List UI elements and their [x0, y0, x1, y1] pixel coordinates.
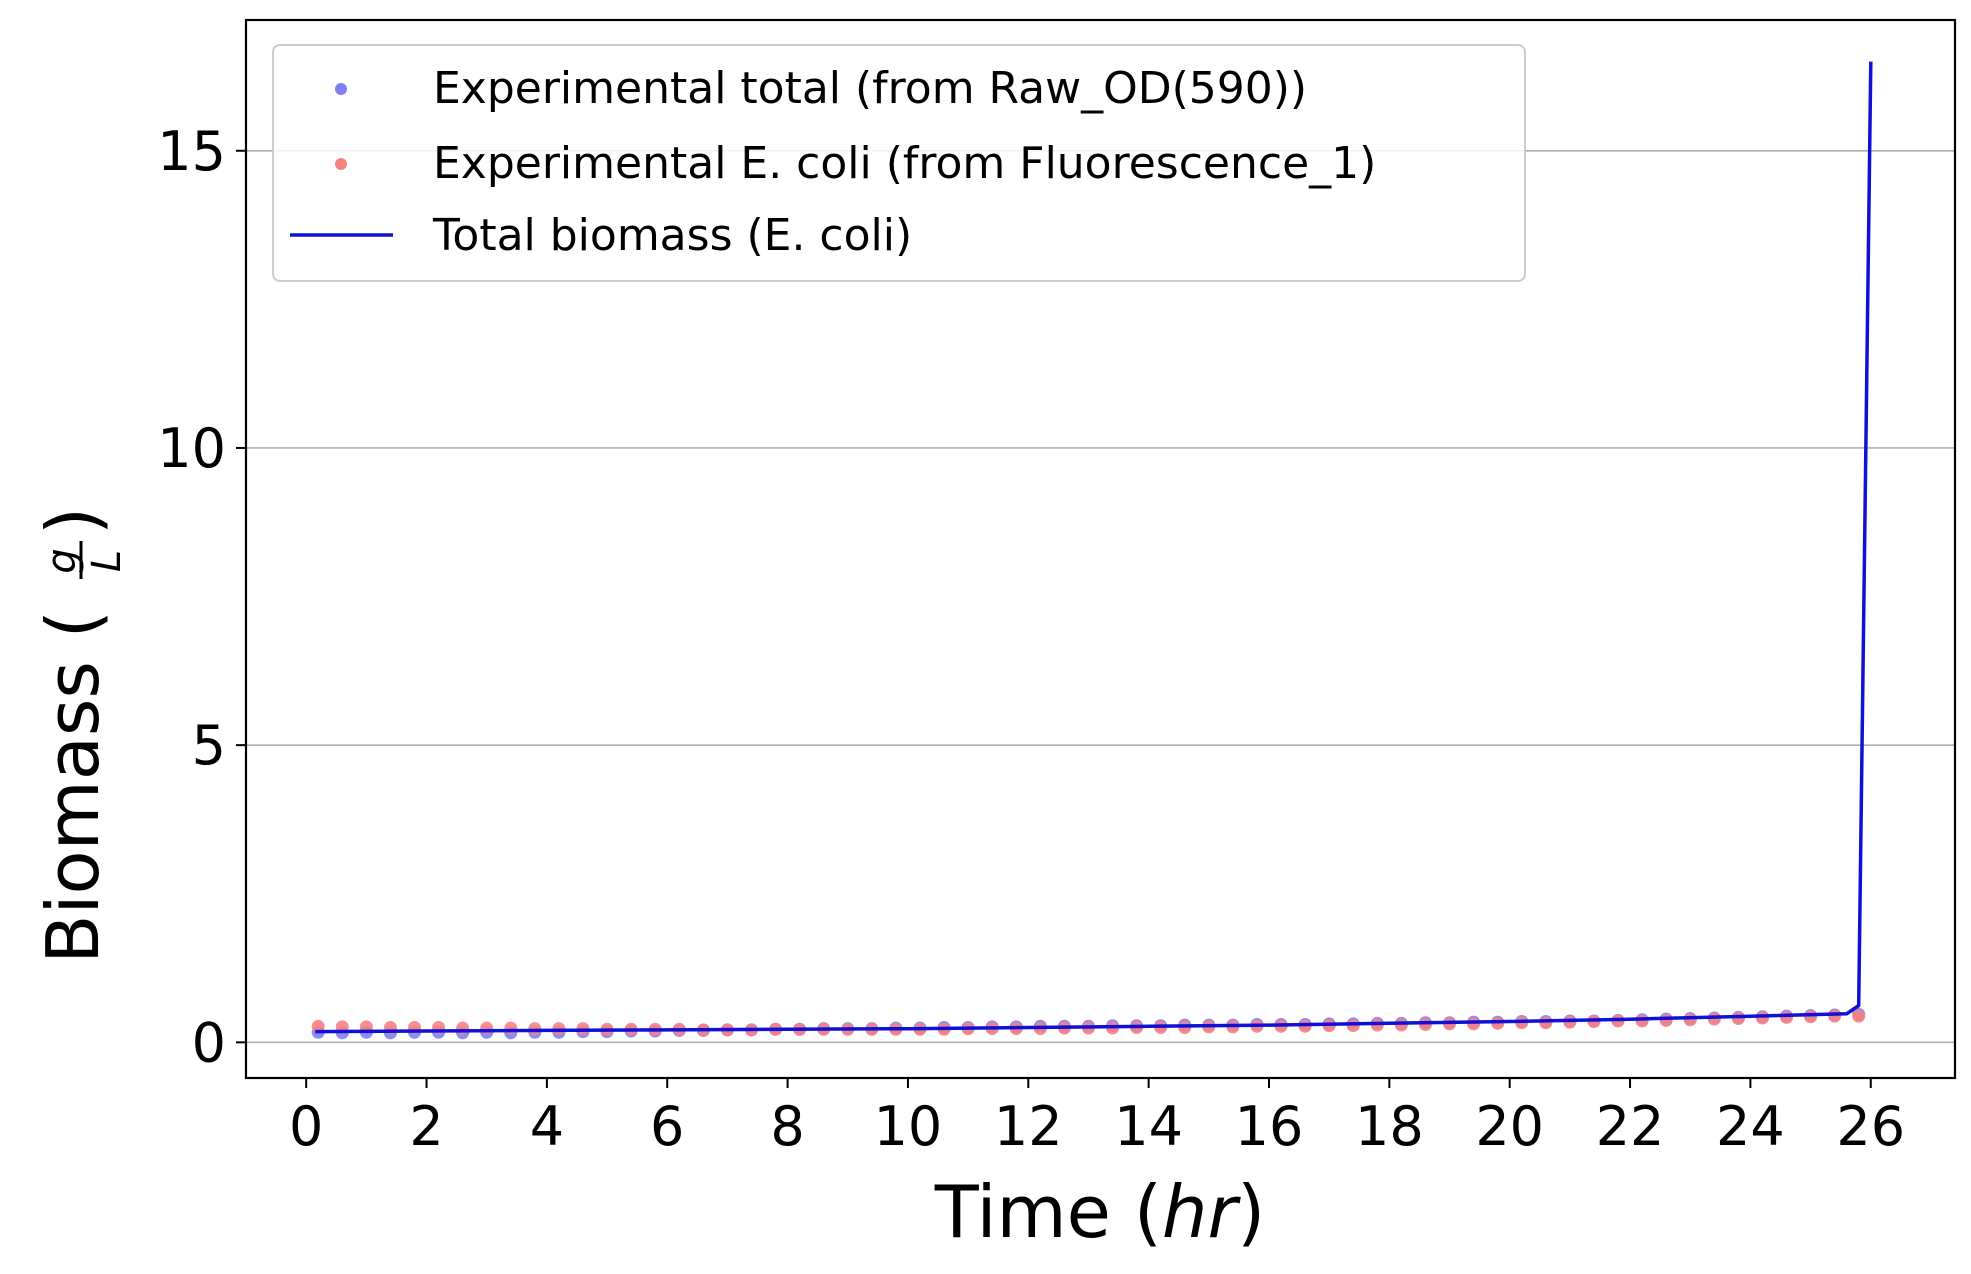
- x-tick-label: 18: [1355, 1095, 1424, 1158]
- x-tick-label: 22: [1596, 1095, 1665, 1158]
- x-tick-label: 14: [1114, 1095, 1183, 1158]
- y-axis-title-denominator: L: [84, 550, 130, 572]
- x-axis-title-close: ): [1237, 1170, 1265, 1254]
- data-point: [1467, 1017, 1481, 1031]
- y-tick-label: 0: [192, 1011, 226, 1074]
- data-point: [1852, 1009, 1866, 1023]
- y-axis-ticks: 0 5 10 15: [157, 120, 246, 1074]
- data-point: [528, 1022, 542, 1036]
- data-point: [1346, 1019, 1360, 1033]
- data-point: [1707, 1012, 1721, 1026]
- data-point: [456, 1021, 470, 1035]
- plot-data: [311, 61, 1873, 1040]
- x-axis-title: Time (hr): [934, 1170, 1266, 1254]
- y-axis-title-numerator: g: [39, 548, 85, 573]
- plot-frame: [244, 18, 1957, 1080]
- legend-label-total: Experimental total (from Raw_OD(590)): [433, 63, 1307, 114]
- x-tick-label: 4: [530, 1095, 564, 1158]
- y-axis-title-close: ): [31, 507, 115, 535]
- legend-label-ecoli: Experimental E. coli (from Fluorescence_…: [433, 138, 1376, 189]
- data-point: [1755, 1011, 1769, 1025]
- x-axis-title-unit: hr: [1162, 1170, 1242, 1254]
- y-tick-label: 5: [192, 714, 226, 777]
- data-point: [1659, 1013, 1673, 1027]
- x-tick-label: 6: [650, 1095, 684, 1158]
- x-tick-label: 12: [994, 1095, 1063, 1158]
- data-point: [1780, 1010, 1794, 1024]
- data-point: [1635, 1014, 1649, 1028]
- x-axis-ticks: 0 2 4 6 8 10 12 14 16 18 20 22 24 26: [289, 1078, 1905, 1158]
- y-axis-title-main: Biomass (: [31, 610, 115, 964]
- data-point: [1804, 1010, 1818, 1024]
- data-point: [311, 1019, 325, 1033]
- x-tick-label: 2: [409, 1095, 443, 1158]
- x-tick-label: 26: [1836, 1095, 1905, 1158]
- x-tick-label: 16: [1235, 1095, 1304, 1158]
- data-point: [1394, 1018, 1408, 1032]
- data-point: [1828, 1009, 1842, 1023]
- y-tick-label: 15: [157, 120, 226, 183]
- legend-label-model: Total biomass (E. coli): [432, 210, 912, 261]
- x-tick-label: 10: [874, 1095, 943, 1158]
- data-point: [504, 1021, 518, 1035]
- x-axis-title-main: Time (: [934, 1170, 1162, 1254]
- x-tick-label: 8: [770, 1095, 804, 1158]
- y-tick-label: 10: [157, 417, 226, 480]
- legend-box: [272, 44, 1526, 282]
- data-point: [1683, 1013, 1697, 1027]
- y-axis-title: Biomass ( g L ): [31, 507, 130, 964]
- data-point: [480, 1021, 494, 1035]
- series-2: [315, 61, 1873, 1034]
- data-point: [1731, 1012, 1745, 1026]
- series-line: [315, 61, 1873, 1034]
- x-tick-label: 20: [1475, 1095, 1544, 1158]
- data-point: [1539, 1016, 1553, 1030]
- x-tick-label: 0: [289, 1095, 323, 1158]
- legend-marker-total: [335, 83, 347, 95]
- x-tick-label: 24: [1716, 1095, 1785, 1158]
- legend-marker-ecoli: [335, 158, 347, 170]
- legend: Experimental total (from Raw_OD(590)) Ex…: [272, 44, 1526, 282]
